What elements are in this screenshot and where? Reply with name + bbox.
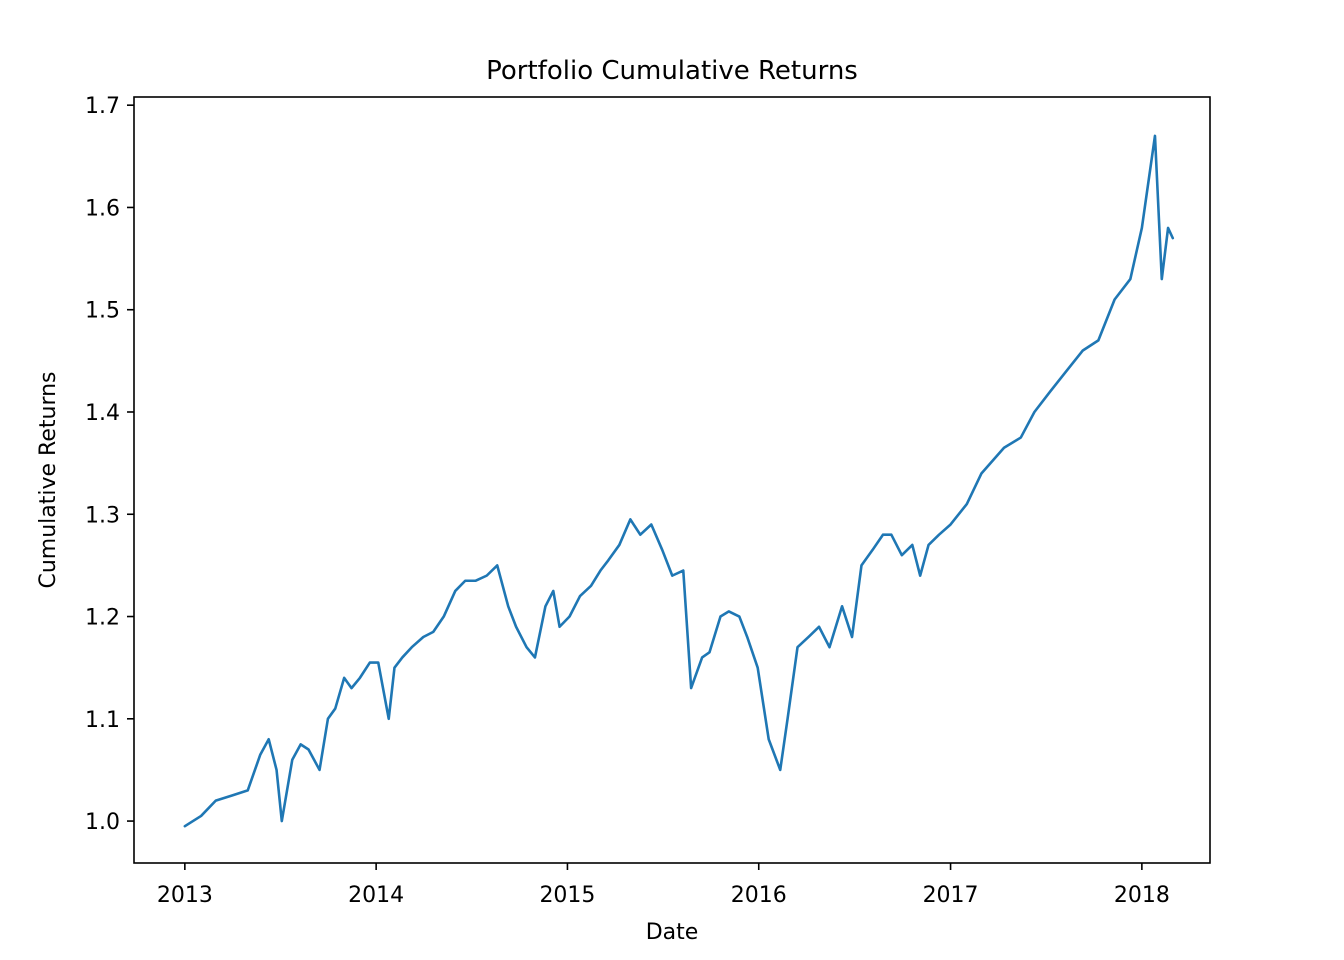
x-tick-label: 2018 xyxy=(1114,883,1170,908)
y-tick-label: 1.1 xyxy=(85,708,120,733)
x-tick-label: 2017 xyxy=(923,883,979,908)
x-tick-label: 2016 xyxy=(731,883,787,908)
y-tick-label: 1.6 xyxy=(85,196,120,221)
series-line xyxy=(183,134,1175,828)
plot-area xyxy=(133,96,1211,864)
x-axis: 2013 2014 2015 2016 2017 2018 xyxy=(157,863,1170,908)
y-tick-label: 1.0 xyxy=(85,810,120,835)
x-tick-label: 2014 xyxy=(348,883,404,908)
y-tick-label: 1.2 xyxy=(85,606,120,631)
y-tick-label: 1.7 xyxy=(85,94,120,119)
y-tick-label: 1.5 xyxy=(85,299,120,324)
y-tick-label: 1.4 xyxy=(85,401,120,426)
x-tick-label: 2013 xyxy=(157,883,213,908)
series-layer xyxy=(183,134,1175,828)
y-axis: 1.0 1.1 1.2 1.3 1.4 1.5 1.6 1.7 xyxy=(85,94,134,835)
y-tick-label: 1.3 xyxy=(85,503,120,528)
x-axis-label: Date xyxy=(646,920,699,945)
chart-title: Portfolio Cumulative Returns xyxy=(486,56,858,86)
y-axis-label: Cumulative Returns xyxy=(36,371,61,588)
x-tick-label: 2015 xyxy=(539,883,595,908)
